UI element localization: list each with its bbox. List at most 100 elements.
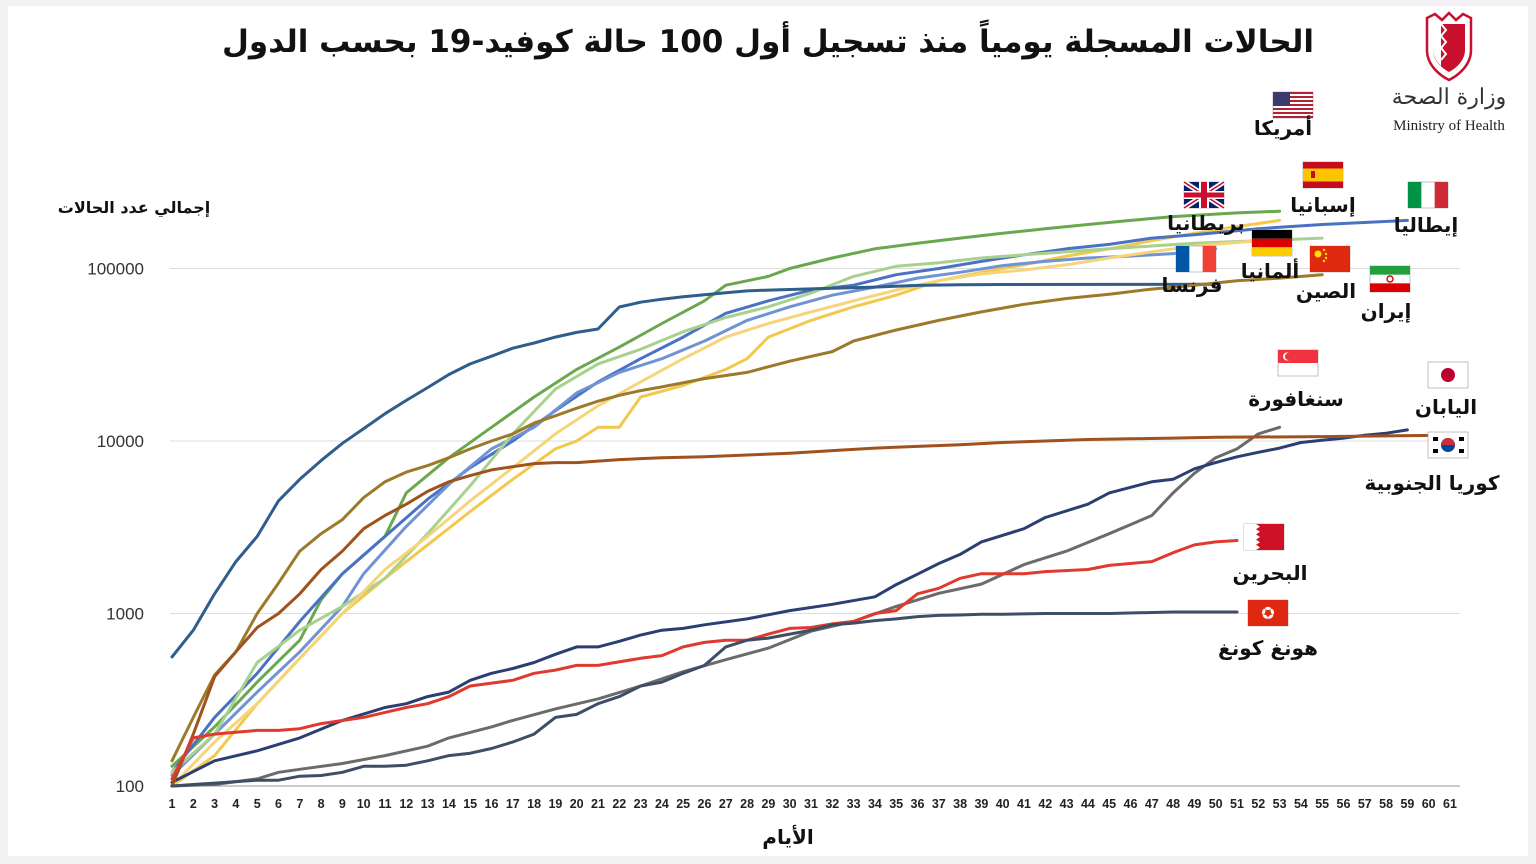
- x-tick-label: 43: [1060, 797, 1074, 811]
- x-tick-label: 55: [1315, 797, 1329, 811]
- x-tick-label: 38: [953, 797, 967, 811]
- x-tick-label: 22: [612, 797, 626, 811]
- series-line-usa: [170, 218, 1282, 788]
- x-tick-label: 18: [527, 797, 541, 811]
- x-tick-label: 9: [339, 797, 346, 811]
- logo-arabic-text: وزارة الصحة: [1392, 85, 1506, 110]
- chart-title: الحالات المسجلة يومياً منذ تسجيل أول 100…: [222, 19, 1314, 60]
- ministry-logo: وزارة الصحة Ministry of Health: [1392, 11, 1506, 134]
- x-tick-label: 28: [740, 797, 754, 811]
- y-tick-label: 1000: [106, 605, 144, 624]
- china-flag-icon: [1309, 245, 1351, 273]
- series-line-italy: [170, 218, 1409, 774]
- x-ticks: 1 2 3 4 5 6 7 8 9 10 11 12 13 14 15 16 17 18 19 20 21 22 23 24 2…: [169, 797, 1457, 811]
- x-tick-label: 35: [889, 797, 903, 811]
- x-tick-label: 53: [1273, 797, 1287, 811]
- x-tick-label: 21: [591, 797, 605, 811]
- x-tick-label: 1: [169, 797, 176, 811]
- singapore-flag-icon: [1277, 349, 1319, 377]
- series-line-singapore: [170, 425, 1282, 788]
- x-tick-label: 25: [676, 797, 690, 811]
- x-tick-label: 10: [357, 797, 371, 811]
- chart-card: الحالات المسجلة يومياً منذ تسجيل أول 100…: [8, 6, 1528, 856]
- y-tick-label: 10000: [97, 432, 144, 451]
- x-tick-label: 23: [634, 797, 648, 811]
- iran-flag-icon: [1369, 265, 1411, 293]
- italy-flag-icon: [1407, 181, 1449, 209]
- x-tick-label: 27: [719, 797, 733, 811]
- x-tick-label: 57: [1358, 797, 1372, 811]
- x-tick-label: 7: [296, 797, 303, 811]
- x-tick-label: 61: [1443, 797, 1457, 811]
- x-tick-label: 5: [254, 797, 261, 811]
- series-line-iran: [170, 273, 1324, 763]
- series-label-usa: أمريكا: [1254, 114, 1312, 140]
- x-tick-label: 47: [1145, 797, 1159, 811]
- x-tick-label: 2: [190, 797, 197, 811]
- series-line-france: [170, 239, 1260, 788]
- series-line-uk: [170, 247, 1218, 777]
- gridlines: [170, 268, 1460, 787]
- x-tick-label: 30: [783, 797, 797, 811]
- hong-kong-flag-icon: [1247, 599, 1289, 627]
- x-tick-label: 41: [1017, 797, 1031, 811]
- x-tick-label: 6: [275, 797, 282, 811]
- x-tick-label: 52: [1251, 797, 1265, 811]
- series-label-spain: إسبانيا: [1290, 193, 1355, 217]
- series-label-south_korea: كوريا الجنوبية: [1365, 471, 1500, 495]
- series-label-germany: ألمانيا: [1241, 257, 1299, 283]
- series-label-france: فرنسا: [1162, 273, 1223, 297]
- x-tick-label: 39: [974, 797, 988, 811]
- bahrain-flag-icon: [1243, 523, 1285, 551]
- x-tick-label: 37: [932, 797, 946, 811]
- south-korea-flag-icon: [1427, 431, 1469, 459]
- x-tick-label: 19: [548, 797, 562, 811]
- x-tick-label: 32: [825, 797, 839, 811]
- series-line-germany: [170, 236, 1324, 774]
- x-tick-label: 48: [1166, 797, 1180, 811]
- x-tick-label: 45: [1102, 797, 1116, 811]
- y-tick-label: 100000: [87, 260, 144, 279]
- x-tick-label: 13: [421, 797, 435, 811]
- x-tick-label: 56: [1337, 797, 1351, 811]
- series-label-hong_kong: هونغ كونغ: [1218, 636, 1318, 660]
- x-tick-label: 44: [1081, 797, 1095, 811]
- series-label-china: الصين: [1296, 279, 1356, 303]
- us-flag-icon: [1272, 91, 1314, 119]
- x-tick-label: 20: [570, 797, 584, 811]
- x-axis-label: الأيام: [762, 824, 813, 849]
- japan-flag-icon: [1427, 361, 1469, 389]
- series-label-iran: إيران: [1361, 299, 1412, 323]
- france-flag-icon: [1175, 245, 1217, 273]
- x-tick-label: 24: [655, 797, 669, 811]
- series-label-italy: إيطاليا: [1394, 213, 1459, 237]
- spain-flag-icon: [1302, 161, 1344, 189]
- bahrain-emblem-icon: [1425, 11, 1473, 82]
- x-tick-label: 58: [1379, 797, 1393, 811]
- series-lines: [170, 209, 1452, 788]
- x-tick-label: 11: [378, 797, 391, 811]
- logo-english-text: Ministry of Health: [1393, 118, 1505, 134]
- series-line-south_korea: [170, 433, 1452, 788]
- germany-flag-icon: [1251, 229, 1293, 257]
- x-tick-label: 3: [211, 797, 218, 811]
- series-labels: أمريكا إسبانيا إيطاليا بريطانيا ألمانيا فرنسا…: [1162, 91, 1500, 660]
- series-line-japan: [170, 428, 1409, 784]
- x-tick-label: 33: [847, 797, 861, 811]
- x-tick-label: 26: [698, 797, 712, 811]
- series-label-singapore: سنغافورة: [1248, 387, 1344, 411]
- x-tick-label: 51: [1230, 797, 1244, 811]
- series-label-japan: اليابان: [1415, 395, 1477, 419]
- y-axis-label: إجمالي عدد الحالات: [58, 198, 211, 218]
- x-tick-label: 54: [1294, 797, 1308, 811]
- covid-cases-chart: الحالات المسجلة يومياً منذ تسجيل أول 100…: [58, 11, 1506, 849]
- x-tick-label: 8: [318, 797, 325, 811]
- x-tick-label: 31: [804, 797, 818, 811]
- uk-flag-icon: [1182, 179, 1226, 211]
- x-tick-label: 40: [996, 797, 1010, 811]
- series-label-bahrain: البحرين: [1233, 561, 1308, 585]
- x-tick-label: 17: [506, 797, 520, 811]
- x-tick-label: 36: [911, 797, 925, 811]
- x-tick-label: 16: [485, 797, 499, 811]
- x-tick-label: 49: [1187, 797, 1201, 811]
